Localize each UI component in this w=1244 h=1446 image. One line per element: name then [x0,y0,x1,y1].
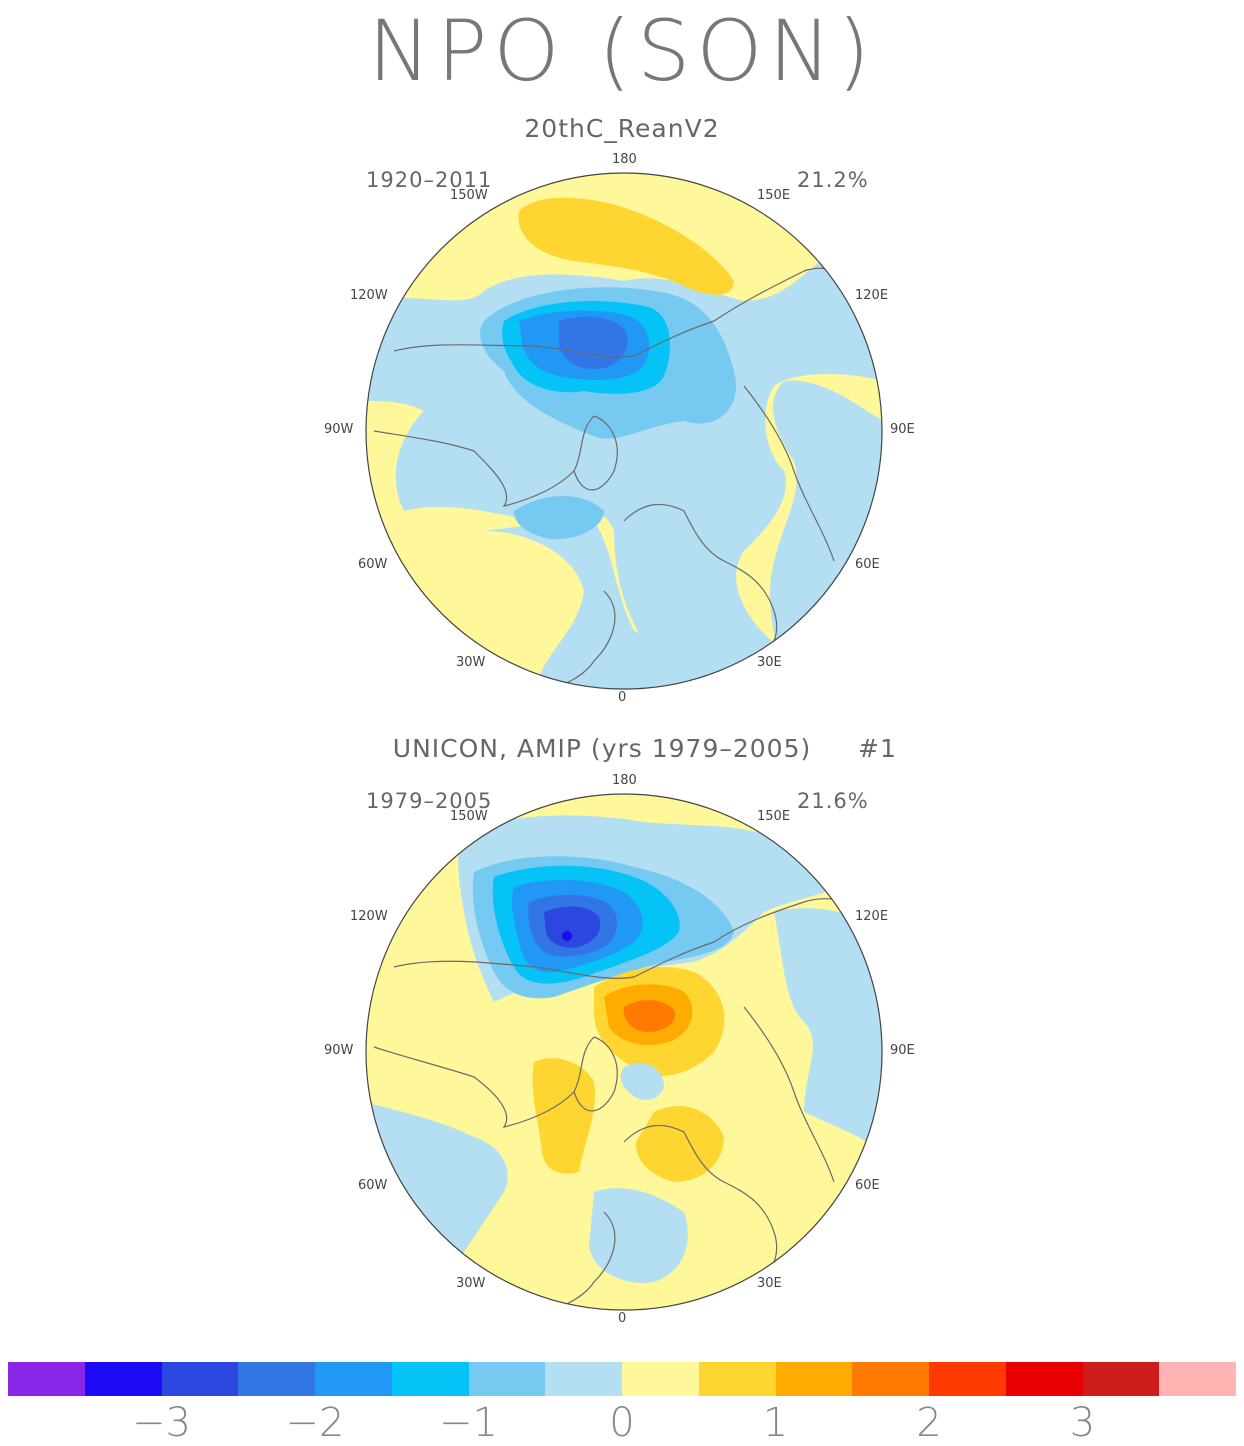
panel-variance: 21.2% [797,168,869,192]
colorbar [8,1362,1236,1396]
lon-label-120e: 120E [855,909,889,924]
contour-neg-3 [544,906,601,948]
contour-pos-2 [623,1000,675,1032]
contour-neg-3-5 [562,931,572,941]
lon-label-60w: 60W [358,1178,388,1193]
map-boundary [365,793,883,1311]
lon-label-150e: 150E [757,188,791,203]
colorbar-swatch [1159,1362,1236,1396]
lon-label-120w: 120W [350,288,388,303]
colorbar-swatch [8,1362,85,1396]
map-boundary [365,172,883,690]
polar-map-model [365,793,883,1311]
lon-label-150w: 150W [450,809,488,824]
colorbar-swatch [545,1362,622,1396]
colorbar-swatch [929,1362,1006,1396]
panel-title-model: UNICON, AMIP (yrs 1979–2005) [392,734,812,763]
panel-title-reanalysis: 20thC_ReanV2 [524,114,720,143]
figure-title: NPO (SON) [367,2,877,100]
lon-label-60e: 60E [855,557,880,572]
lon-label-90e: 90E [890,1043,915,1058]
lon-label-30w: 30W [456,1276,486,1291]
lon-label-0: 0 [618,1311,627,1326]
lon-label-150e: 150E [757,809,791,824]
contour-neg-light-lower [484,521,784,689]
panel-member-number: #1 [858,734,897,763]
colorbar-swatch [391,1362,469,1396]
contour-neg-1-south [514,496,604,540]
colorbar-swatch [1082,1362,1160,1396]
contour-neg-light-spot [620,1063,664,1100]
polar-map-reanalysis [365,172,883,690]
contour-pos-1-southwest [532,1058,596,1174]
colorbar-swatch [84,1362,162,1396]
lon-label-30w: 30W [456,655,486,670]
panel-years: 1920–2011 [366,168,493,192]
panel-variance: 21.6% [797,789,869,813]
colorbar-swatch [622,1362,699,1396]
colorbar-swatch [468,1362,546,1396]
lon-label-120w: 120W [350,909,388,924]
colorbar-swatch [852,1362,929,1396]
colorbar-swatch [315,1362,392,1396]
lon-label-150w: 150W [450,188,488,203]
colorbar-swatch [698,1362,776,1396]
colorbar-swatch [238,1362,315,1396]
colorbar-tick-label: 0 [609,1400,635,1446]
contour-neg-light-south [589,1188,688,1283]
lon-label-180: 180 [612,152,637,167]
colorbar-tick-label: −2 [285,1400,345,1446]
colorbar-swatch [1005,1362,1083,1396]
colorbar-swatch [161,1362,239,1396]
lon-label-30e: 30E [757,1276,782,1291]
contour-neg-2-5 [559,316,628,370]
colorbar-tick-label: −3 [132,1400,191,1446]
panel-years: 1979–2005 [366,789,493,813]
lon-label-90w: 90W [324,1043,354,1058]
contour-neg-light-east [774,908,882,1152]
lon-label-60w: 60W [358,557,388,572]
contour-neg-light-east [770,380,882,689]
lon-label-120e: 120E [855,288,889,303]
colorbar-tick-label: 1 [762,1400,789,1446]
lon-label-180: 180 [612,773,637,788]
lon-label-0: 0 [618,690,627,705]
colorbar-tick-label: −1 [439,1400,498,1446]
colorbar-tick-label: 3 [1069,1400,1096,1446]
lon-label-60e: 60E [855,1178,880,1193]
contour-pos-1-north [518,197,734,295]
lon-label-90e: 90E [890,422,915,437]
colorbar-swatch [775,1362,853,1396]
coastlines [373,898,880,1310]
lon-label-30e: 30E [757,655,782,670]
lon-label-90w: 90W [324,422,354,437]
colorbar-tick-label: 2 [916,1400,942,1446]
